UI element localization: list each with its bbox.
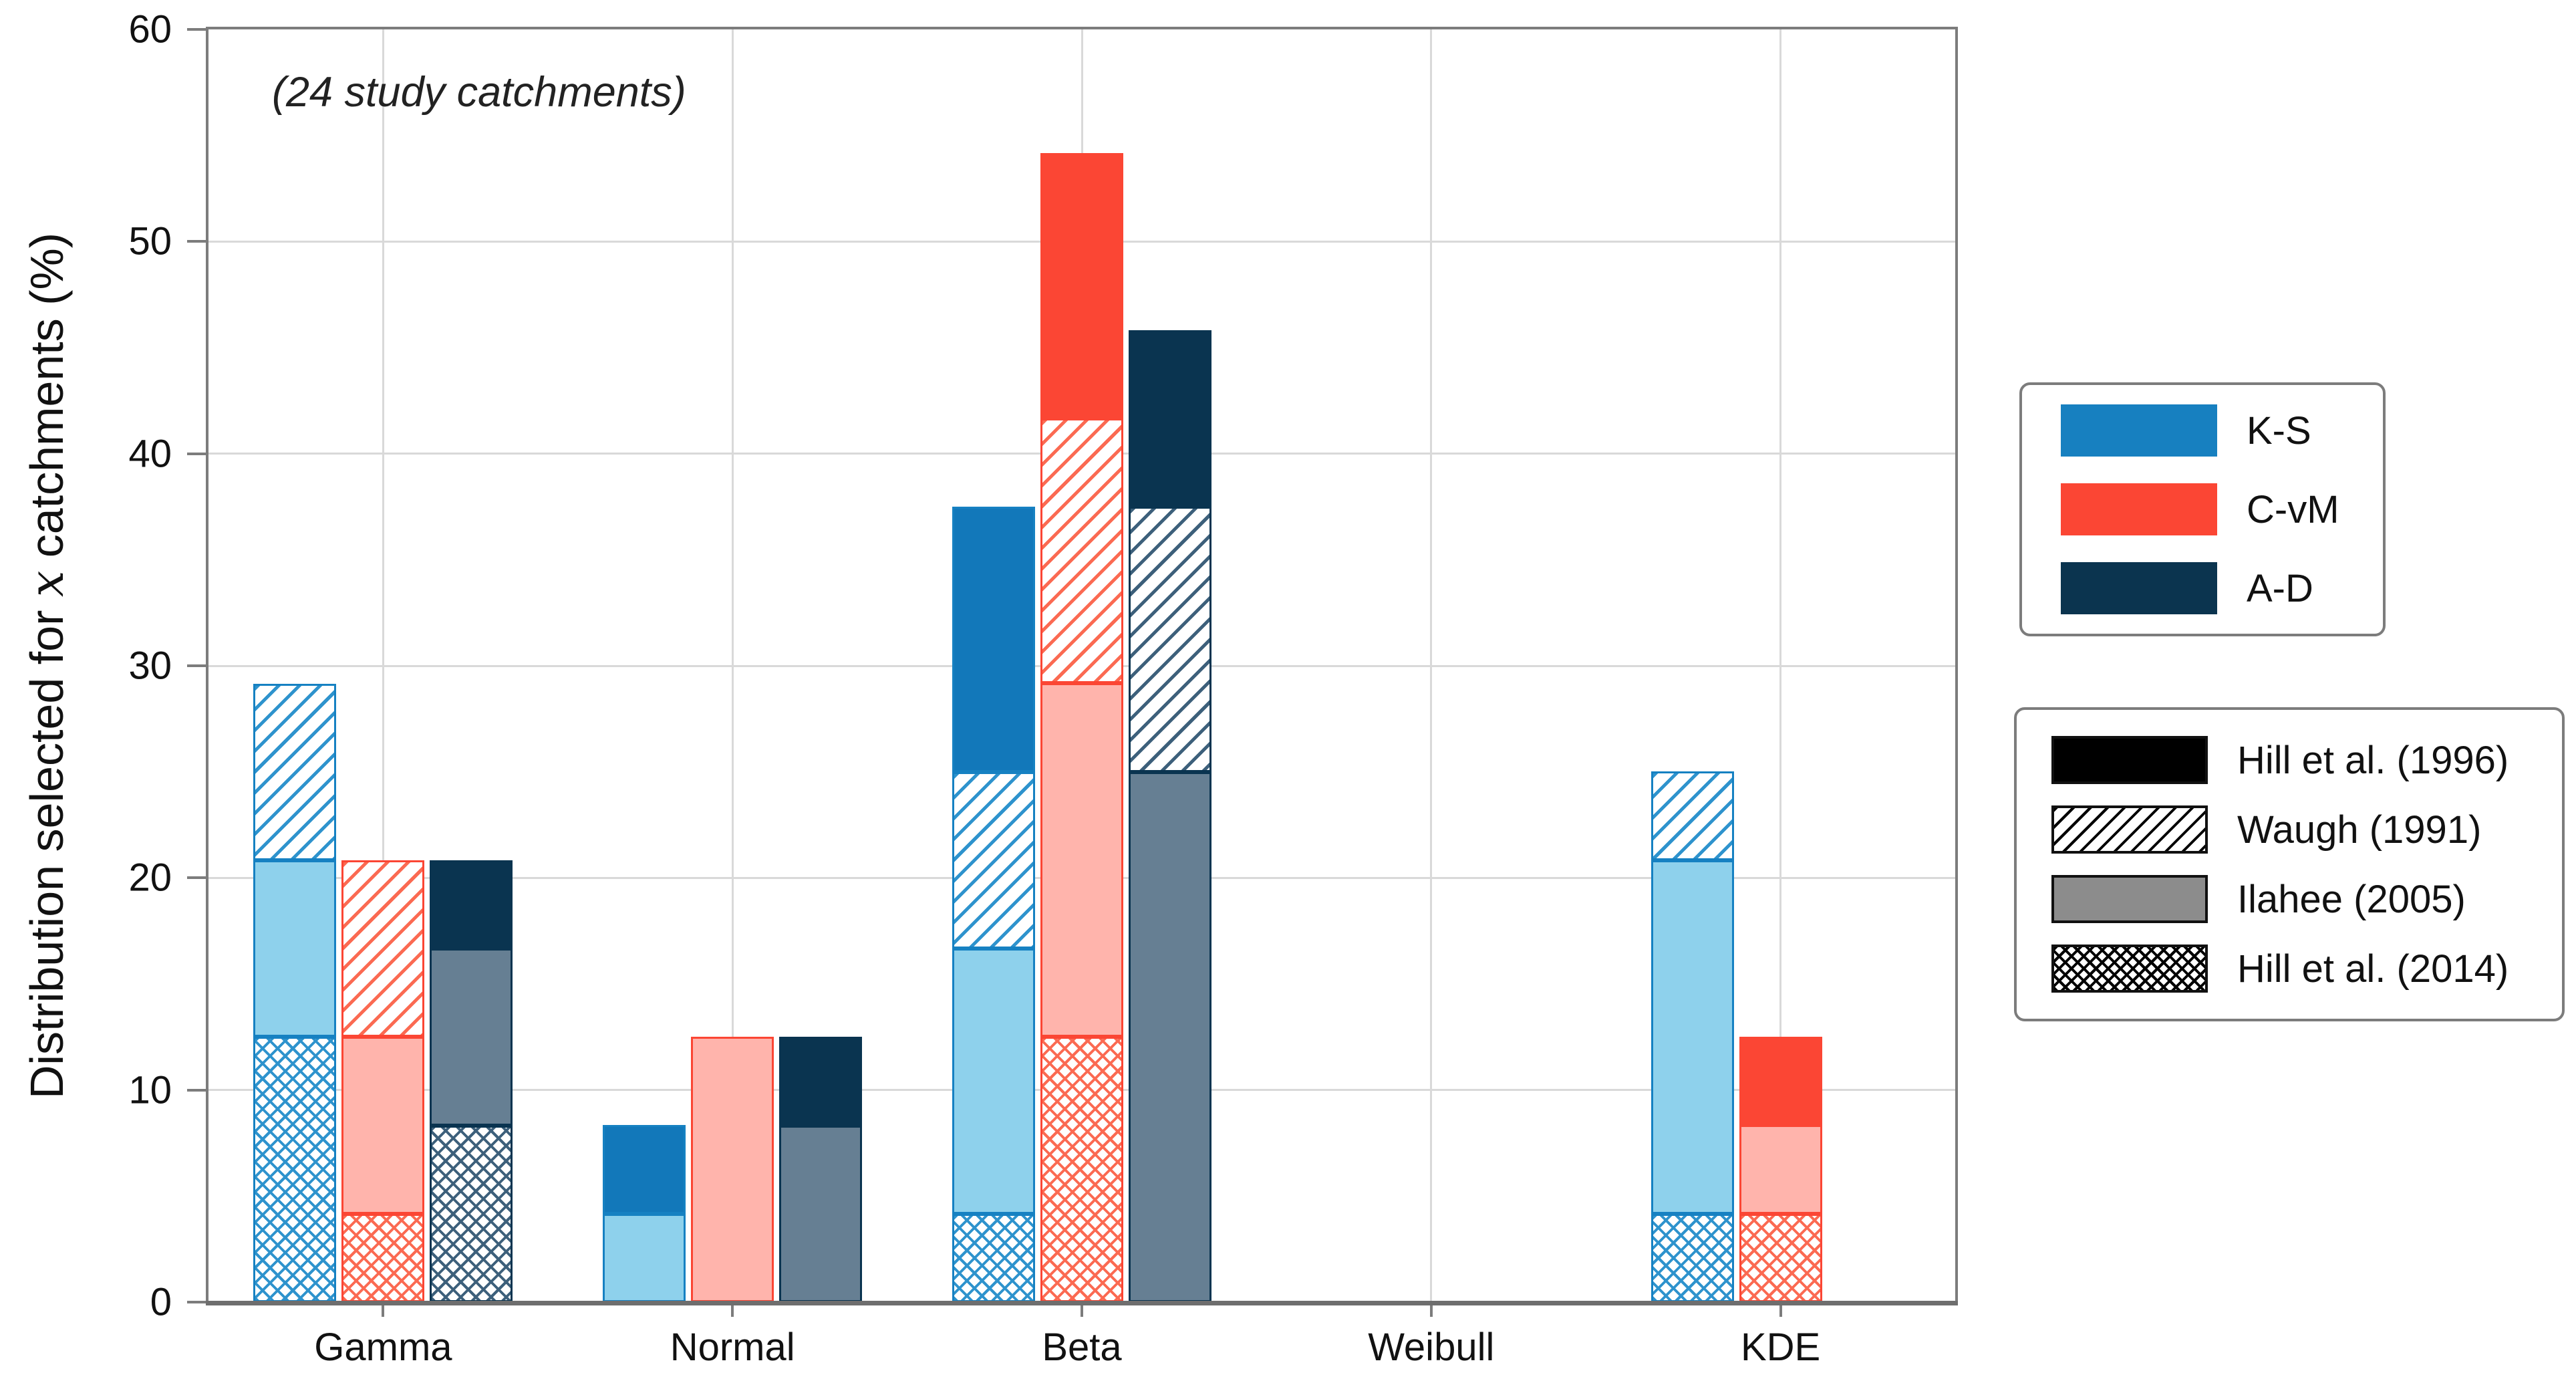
y-axis-label-text: Distribution selected for x catchments (… — [19, 233, 74, 1099]
bar-segment — [253, 1037, 337, 1302]
legend-label: A-D — [2247, 566, 2313, 610]
legend-swatch-diag — [2051, 805, 2208, 854]
legend-swatch-solid — [2051, 875, 2208, 923]
bar-segment — [430, 860, 513, 949]
bar-segment — [1129, 330, 1211, 507]
bar-segment — [1651, 860, 1734, 1214]
legend-label: Hill et al. (2014) — [2237, 947, 2509, 991]
y-tick — [187, 1088, 206, 1092]
x-tick-label-gamma: Gamma — [314, 1326, 452, 1369]
bar-segment — [1739, 1037, 1822, 1126]
bar-segment — [341, 860, 425, 1037]
y-tick — [187, 664, 206, 667]
bar-segment — [952, 507, 1035, 772]
y-tick-label: 30 — [128, 644, 172, 688]
gridline-v — [731, 29, 734, 1302]
y-tick-label: 40 — [128, 432, 172, 476]
bar-segment — [779, 1037, 863, 1126]
y-tick-label: 20 — [128, 856, 172, 900]
y-tick-label: 10 — [128, 1068, 172, 1112]
bar-segment — [1040, 1037, 1123, 1302]
x-tick — [1779, 1302, 1782, 1317]
legend-swatch-k-s — [2061, 404, 2217, 457]
bar-segment — [691, 1037, 774, 1302]
bar-segment — [1739, 1125, 1822, 1214]
x-tick-label-beta: Beta — [1042, 1326, 1122, 1369]
legend-item: C-vM — [2061, 483, 2383, 535]
legend-label: C-vM — [2247, 487, 2339, 531]
legend-item: A-D — [2061, 562, 2383, 614]
legend-studies: Hill et al. (1996) Waugh (1991) Ilahee (20… — [2014, 707, 2565, 1021]
legend-label: Waugh (1991) — [2237, 807, 2482, 852]
y-tick — [187, 28, 206, 31]
bar-segment — [253, 860, 337, 1037]
bar-segment — [1651, 771, 1734, 860]
gridline-v — [1779, 29, 1782, 1302]
x-tick — [1429, 1302, 1433, 1317]
bar-segment — [1040, 153, 1123, 418]
y-tick — [187, 1301, 206, 1303]
bar-segment — [341, 1037, 425, 1214]
bar-segment — [1129, 507, 1211, 772]
legend-label: Ilahee (2005) — [2237, 877, 2466, 921]
legend-item: Hill et al. (1996) — [2051, 736, 2562, 784]
legend-swatch-cross — [2051, 945, 2208, 993]
bar-segment — [952, 1213, 1035, 1302]
gridline-v — [1430, 29, 1433, 1302]
bar-segment — [1129, 771, 1211, 1302]
bar-segment — [341, 1213, 425, 1302]
bar-segment — [1739, 1213, 1822, 1302]
legend-item: K-S — [2061, 404, 2383, 457]
y-axis-label-var: x — [19, 570, 74, 598]
legend-item: Ilahee (2005) — [2051, 875, 2562, 923]
x-tick — [731, 1302, 734, 1317]
y-tick-label: 50 — [128, 219, 172, 263]
bar-segment — [1651, 1213, 1734, 1302]
y-tick-label: 0 — [150, 1280, 172, 1324]
legend-swatch-solid — [2051, 736, 2208, 784]
bar-segment — [430, 1125, 513, 1302]
bar-segment — [430, 949, 513, 1126]
legend-label: K-S — [2247, 408, 2311, 453]
plot-area: (24 study catchments) 0 10 20 30 40 50 60 Gamma… — [128, 8, 1958, 1369]
y-tick-label: 60 — [128, 7, 172, 51]
y-axis-label-pre: Distribution selected for — [21, 597, 73, 1100]
annotation-catchments: (24 study catchments) — [272, 69, 686, 116]
gridline-v — [382, 29, 384, 1302]
legend-tests: K-S C-vM A-D — [2019, 382, 2386, 636]
bar-segment — [603, 1213, 686, 1302]
x-tick-label-weibull: Weibull — [1368, 1326, 1495, 1369]
x-tick-label-kde: KDE — [1740, 1326, 1821, 1369]
x-tick — [1081, 1302, 1083, 1317]
y-tick — [187, 876, 206, 880]
bar-segment — [779, 1125, 863, 1302]
bar-segment — [1040, 683, 1123, 1037]
bar-segment — [952, 949, 1035, 1214]
y-axis-label: Distribution selected for x catchments (… — [0, 27, 94, 1305]
legend-swatch-a-d — [2061, 562, 2217, 614]
x-tick — [382, 1302, 385, 1317]
bar-segment — [1040, 418, 1123, 684]
legend-item: Hill et al. (2014) — [2051, 945, 2562, 993]
legend-label: Hill et al. (1996) — [2237, 738, 2509, 782]
y-tick — [187, 452, 206, 455]
x-tick-label-normal: Normal — [670, 1326, 795, 1369]
legend-swatch-c-vm — [2061, 483, 2217, 535]
bar-segment — [603, 1125, 686, 1214]
bar-segment — [253, 683, 337, 860]
y-axis-label-post: catchments (%) — [21, 232, 73, 571]
legend-item: Waugh (1991) — [2051, 805, 2562, 854]
bar-segment — [952, 771, 1035, 949]
y-tick — [187, 240, 206, 243]
x-axis-line — [206, 1301, 1958, 1305]
